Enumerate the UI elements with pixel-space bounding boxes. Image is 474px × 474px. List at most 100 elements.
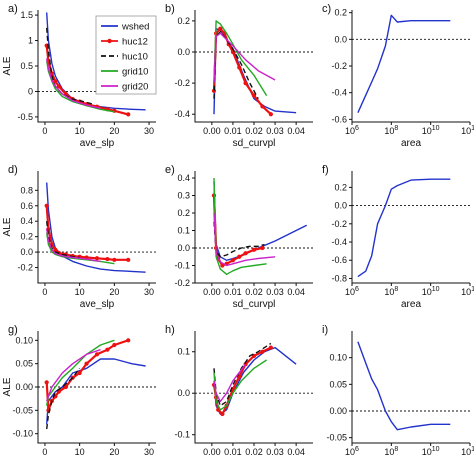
axes-spine bbox=[37, 331, 156, 444]
y-tick-label: -0.05 bbox=[326, 433, 347, 443]
x-tick-label: 106 bbox=[345, 125, 359, 136]
y-tick-label: 0.00 bbox=[15, 382, 33, 392]
data-point-huc12 bbox=[126, 112, 131, 117]
data-point-huc12 bbox=[94, 256, 100, 261]
panel-label: f) bbox=[322, 164, 329, 176]
data-point-huc12 bbox=[268, 345, 273, 350]
y-tick-label: 0.2 bbox=[20, 232, 33, 242]
series-line-huc10 bbox=[46, 367, 81, 430]
legend-box bbox=[95, 15, 157, 95]
axes-spine bbox=[37, 10, 156, 123]
y-tick-label: -0.2 bbox=[17, 263, 33, 273]
series-line-grid10 bbox=[213, 177, 267, 275]
y-tick-label: 0.6 bbox=[20, 201, 33, 211]
y-tick-label: -0.10 bbox=[12, 429, 33, 439]
series-line-huc10 bbox=[46, 221, 80, 259]
legend-label: grid20 bbox=[122, 82, 148, 93]
data-point-huc12 bbox=[230, 258, 236, 263]
y-tick-label: 0.1 bbox=[177, 226, 190, 236]
x-tick-label: 10 bbox=[75, 126, 85, 136]
x-tick-label: 1010 bbox=[422, 286, 440, 297]
series-line-grid20 bbox=[46, 349, 101, 402]
data-point-huc12 bbox=[251, 93, 257, 98]
x-tick-label: 106 bbox=[345, 286, 359, 297]
data-point-huc12 bbox=[77, 370, 82, 376]
y-tick-label: -0.1 bbox=[174, 430, 190, 440]
y-tick-label: -0.2 bbox=[331, 61, 347, 71]
x-axis-title: area bbox=[401, 138, 421, 149]
series-line-grid10 bbox=[213, 20, 268, 96]
y-tick-label: -0.4 bbox=[331, 88, 347, 98]
series-line-grid20 bbox=[46, 58, 101, 109]
x-tick-label: 30 bbox=[144, 287, 154, 297]
panel-e: -0.2 -0.1 0.0 0.1 0.2 0.3 0.4 0.00 0.01 0.02 0.03 0… bbox=[165, 164, 313, 310]
panel-c: -0.6 -0.4 -0.2 0.0 0.2 106 108 1010 1012 c) area bbox=[322, 3, 474, 149]
data-point-huc12 bbox=[53, 79, 58, 84]
x-tick-label: 0.04 bbox=[287, 126, 305, 136]
series-line-huc10 bbox=[213, 221, 265, 258]
data-point-huc12 bbox=[211, 88, 217, 93]
series-line-wshed bbox=[357, 14, 451, 113]
x-tick-label: 0.02 bbox=[245, 287, 263, 297]
data-point-huc12 bbox=[237, 65, 242, 70]
y-tick-label: -0.2 bbox=[174, 78, 190, 88]
y-tick-label: 0.4 bbox=[20, 216, 33, 226]
x-tick-label: 0.00 bbox=[203, 126, 221, 136]
series-line-huc10 bbox=[46, 27, 94, 105]
x-tick-label: 108 bbox=[384, 446, 398, 457]
x-axis-title: sd_curvpl bbox=[233, 138, 276, 149]
x-tick-label: 20 bbox=[109, 447, 119, 457]
y-tick-label: 0.10 bbox=[329, 353, 347, 363]
y-axis-title: ALE bbox=[2, 56, 13, 75]
y-tick-label: -0.6 bbox=[331, 114, 347, 124]
x-axis-title: ave_slp bbox=[80, 299, 115, 310]
data-point-huc12 bbox=[237, 254, 242, 259]
panel-label: g) bbox=[8, 324, 18, 336]
axes-spine bbox=[37, 171, 156, 284]
series-line-grid10 bbox=[213, 359, 267, 411]
data-point-huc12 bbox=[126, 257, 131, 262]
series-line-grid20 bbox=[213, 32, 276, 84]
x-tick-label: 0.03 bbox=[266, 287, 284, 297]
panel-b: -0.4 -0.2 0.0 0.2 0.00 0.01 0.02 0.03 0.04 b) sd_c… bbox=[165, 3, 313, 149]
panel-h: -0.1 0.0 0.1 0.00 0.01 0.02 0.03 0.04 h) bbox=[165, 324, 313, 457]
x-tick-label: 0.01 bbox=[224, 447, 242, 457]
x-tick-label: 0.02 bbox=[245, 447, 263, 457]
panels: -0.5 0 0.5 1 1.5 0 10 20 30 a) ave_slp ALE -0.4 -0.2 0… bbox=[2, 3, 474, 457]
y-tick-label: 0.10 bbox=[15, 335, 33, 345]
legend: wshed huc12 huc10 grid10 grid20 bbox=[95, 15, 157, 95]
panel-label: e) bbox=[165, 164, 175, 176]
y-tick-label: 0.5 bbox=[20, 61, 33, 71]
y-tick-label: 0.1 bbox=[177, 347, 190, 357]
x-tick-label: 20 bbox=[109, 126, 119, 136]
panel-d: -0.2 0.0 0.2 0.4 0.6 0.8 0 10 20 30 d) ave_slp ALE bbox=[2, 164, 156, 310]
legend-label: huc10 bbox=[122, 52, 148, 63]
axes-spine bbox=[351, 171, 470, 284]
series-line-wshed bbox=[46, 182, 146, 273]
x-tick-label: 1010 bbox=[422, 125, 440, 136]
x-tick-label: 10 bbox=[75, 447, 85, 457]
x-axis-title: ave_slp bbox=[80, 138, 115, 149]
x-tick-label: 30 bbox=[144, 447, 154, 457]
data-point-huc12 bbox=[243, 81, 248, 86]
x-tick-label: 0 bbox=[42, 126, 47, 136]
series-line-grid20 bbox=[46, 228, 101, 263]
y-tick-label: -0.1 bbox=[174, 261, 190, 271]
y-axis-title: ALE bbox=[2, 217, 13, 236]
data-point-huc12 bbox=[84, 361, 89, 366]
x-tick-label: 0.02 bbox=[245, 126, 263, 136]
x-axis-title: sd_curvpl bbox=[233, 299, 276, 310]
data-point-huc12 bbox=[105, 256, 110, 262]
x-tick-label: 1010 bbox=[422, 446, 440, 457]
axes-spine bbox=[351, 331, 470, 444]
x-tick-label: 1012 bbox=[461, 446, 474, 457]
legend-label: grid10 bbox=[122, 67, 148, 78]
y-axis-title: ALE bbox=[2, 377, 13, 396]
series-line-huc10 bbox=[213, 31, 259, 100]
data-point-huc12 bbox=[112, 108, 117, 113]
y-tick-label: 0.05 bbox=[15, 359, 33, 369]
y-tick-label: 0.05 bbox=[329, 379, 347, 389]
y-tick-label: -0.5 bbox=[17, 112, 33, 122]
series-line-wshed bbox=[357, 341, 451, 431]
y-tick-label: 0.00 bbox=[329, 406, 347, 416]
